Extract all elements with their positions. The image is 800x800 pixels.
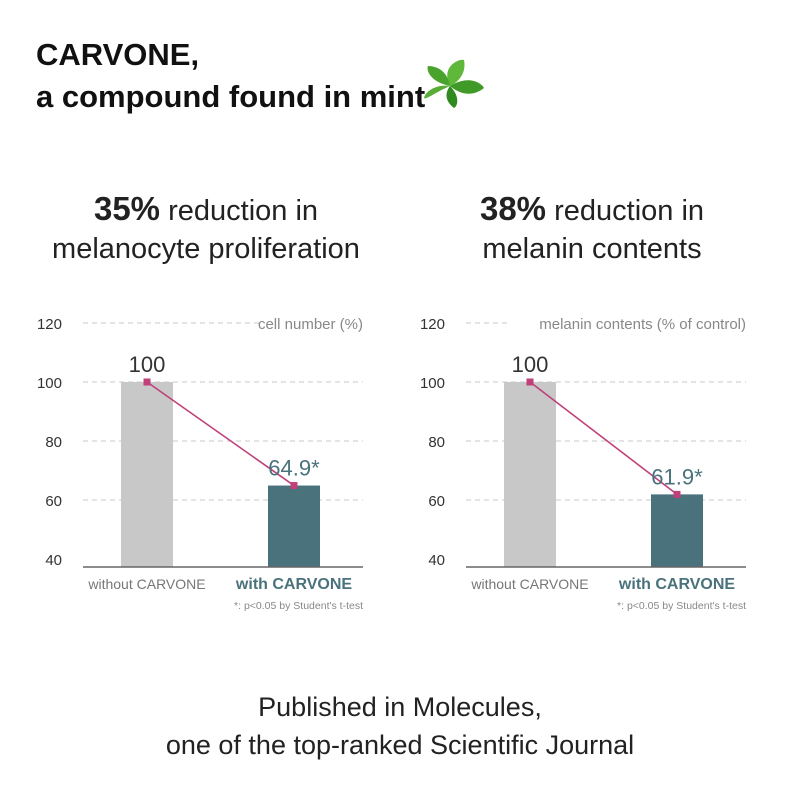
x-category-label: without CARVONE — [470, 576, 588, 592]
y-tick-label: 40 — [428, 552, 445, 569]
page-title: CARVONE, a compound found in mint — [36, 34, 425, 118]
bar-with-carvone — [268, 485, 320, 567]
footnote: *: p<0.05 by Student's t-test — [234, 600, 363, 612]
headline-2-text-2: melanin contents — [482, 233, 702, 265]
y-tick-label: 120 — [420, 316, 445, 333]
bar-without-carvone — [121, 382, 173, 567]
footer-line-1: Published in Molecules, — [258, 692, 542, 722]
data-label: 100 — [512, 352, 549, 377]
headline-1-value: 35% — [93, 190, 161, 227]
data-label: 61.9* — [651, 464, 703, 489]
data-point — [290, 482, 298, 490]
y-tick-label: 100 — [37, 375, 62, 392]
y-tick-label: 40 — [45, 552, 62, 569]
y-tick-label: 80 — [45, 434, 62, 451]
data-point — [673, 490, 681, 498]
y-tick-label: 100 — [420, 375, 445, 392]
data-label: 100 — [129, 352, 166, 377]
headline-1: 35% reduction in melanocyte proliferatio… — [26, 190, 386, 268]
headline-2-text: reduction in — [554, 195, 705, 227]
trend-line — [146, 381, 295, 487]
mint-leaf-icon — [424, 59, 484, 108]
footer-line-2: one of the top-ranked Scientific Journal — [165, 730, 635, 760]
x-category-label: with CARVONE — [618, 576, 735, 593]
headline-1-text: reduction in — [168, 195, 319, 227]
headline-1-text-2: melanocyte proliferation — [52, 233, 360, 265]
y-axis-label: cell number (%) — [258, 316, 363, 333]
y-tick-label: 60 — [45, 493, 62, 510]
headline-2: 38% reduction in melanin contents — [412, 190, 772, 268]
footnote: *: p<0.05 by Student's t-test — [617, 600, 746, 612]
y-tick-label: 120 — [37, 316, 62, 333]
data-point — [143, 378, 151, 386]
y-tick-label: 60 — [428, 493, 445, 510]
bar-with-carvone — [651, 494, 703, 567]
x-category-label: with CARVONE — [235, 576, 352, 593]
data-point — [526, 378, 534, 386]
footer: Published in Molecules, one of the top-r… — [0, 688, 800, 764]
title-line-2: a compound found in mint — [36, 79, 426, 114]
headline-2-value: 38% — [479, 190, 547, 227]
y-axis-label: melanin contents (% of control) — [539, 316, 746, 333]
title-line-1: CARVONE, — [36, 37, 200, 72]
bar-without-carvone — [504, 382, 556, 567]
x-category-label: without CARVONE — [87, 576, 205, 592]
trend-line — [529, 381, 678, 496]
y-tick-label: 80 — [428, 434, 445, 451]
data-label: 64.9* — [268, 456, 320, 481]
